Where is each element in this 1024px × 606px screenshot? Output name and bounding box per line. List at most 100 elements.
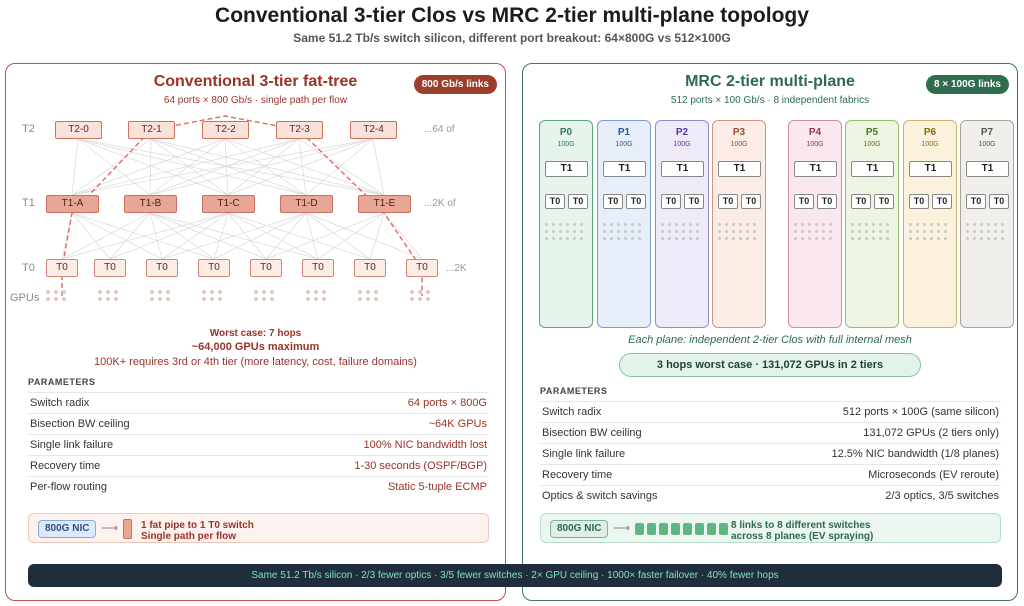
plane-speed: 100G [978,141,996,148]
param-row: Bisection BW ceiling 131,072 GPUs (2 tier… [540,422,1001,442]
fat-tree-links [61,115,423,296]
tier-label-t1: T1 [22,197,35,209]
tier2-link [149,138,152,196]
tier2-link [372,138,385,196]
tier2-link [77,138,151,196]
t1-switch: T1-B [124,195,177,213]
tier-label-gpus: GPUs [10,292,40,304]
tier2-link [149,138,300,196]
tier1-link [227,212,267,260]
plane-t0-switch: T0 [794,194,814,209]
param-value: 100% NIC bandwidth lost [363,439,487,451]
tier-label-t0: T0 [22,262,35,274]
tier1-link [149,212,163,260]
tier1-link [61,212,151,260]
tier2-link [77,138,385,196]
mrc-title: MRC 2-tier multi-plane [685,73,855,90]
plane-name: P4 [808,127,822,138]
nic-text-line: 8 links to 8 different switches [731,520,871,531]
param-row: Recovery time 1-30 seconds (OSPF/BGP) [28,455,489,475]
tier1-link [305,212,319,260]
gpu-group [254,290,280,302]
param-value: Static 5-tuple ECMP [387,481,487,493]
gpu-group [150,290,176,302]
plane-t1-switch: T1 [851,161,894,177]
nic-illustration: 800G NIC ⟶ 1 fat pipe to 1 T0 switch Sin… [28,513,489,543]
param-value: ~64K GPUs [428,418,487,430]
t0-switch: T0 [406,259,438,277]
worst-case-hops: Worst case: 7 hops [209,328,302,339]
tier1-link [213,212,307,260]
gpu-group [306,290,332,302]
nic-text-line: across 8 planes (EV spraying) [731,531,874,542]
plane-gpus [909,223,949,243]
plane-speed: 100G [615,141,633,148]
plane-speed: 100G [921,141,939,148]
plane-speed: 100G [673,141,691,148]
tier1-link [149,212,215,260]
param-key: Switch radix [30,397,90,409]
nic-chip: 800G NIC [38,520,97,538]
tier1-link [71,212,163,260]
tier1-link [213,212,229,260]
t2-switch: T2-2 [202,121,249,139]
plane-t0-switch: T0 [741,194,761,209]
plane-name: P5 [865,127,879,138]
tier2-link [71,138,226,196]
fat-pipe-link [123,519,132,539]
plane-gpus [603,223,643,243]
plane-t0-switch: T0 [874,194,894,209]
link-lane [659,523,668,535]
t0-switch: T0 [354,259,386,277]
plane-name: P3 [732,127,746,138]
link-lane [719,523,728,535]
plane-t0-switch: T0 [966,194,986,209]
tier1-link [317,212,385,260]
tier1-link [109,212,229,260]
t0-switch: T0 [46,259,78,277]
gpu-group [202,290,228,302]
page-subtitle: Same 51.2 Tb/s switch silicon, different… [293,31,731,45]
nic-chip: 800G NIC [550,520,609,538]
plane-t1-switch: T1 [794,161,837,177]
param-row: Single link failure 100% NIC bandwidth lo… [28,434,489,454]
param-row: Bisection BW ceiling ~64K GPUs [28,413,489,433]
tier2-link [150,138,385,196]
plane-gpus [545,223,585,243]
t2-switch: T2-3 [276,121,323,139]
param-row: Optics & switch savings 2/3 optics, 3/5 s… [540,485,1001,505]
t2-switch: T2-4 [350,121,397,139]
link-lane [647,523,656,535]
mrc-panel: MRC 2-tier multi-plane 512 ports × 100 G… [522,63,1018,601]
tier2-link [224,138,385,196]
plane-name: P7 [980,127,994,138]
nic-text-line: 1 fat pipe to 1 T0 switch [141,520,254,531]
arrow-right-icon: ⟶ [613,521,631,535]
param-value: 512 ports × 100G (same silicon) [842,406,999,418]
plane-t0-switch: T0 [718,194,738,209]
plane-t1-switch: T1 [545,161,588,177]
gpu-group [410,290,436,302]
gpu-group [98,290,124,302]
plane-card: P0 100G T1 T0 T0 [539,120,593,328]
tier1-link [161,212,229,260]
param-value: 1-30 seconds (OSPF/BGP) [354,460,487,472]
plane-t1-switch: T1 [909,161,952,177]
t1-switch: T1-A [46,195,99,213]
t1-switch: T1-D [280,195,333,213]
max-gpus: ~64,000 GPUs maximum [191,341,320,353]
plane-gpus [966,223,1006,243]
tier2-link [149,138,226,196]
link-speed-badge: 800 Gb/s links [413,75,497,94]
tier1-link [227,212,319,260]
hops-summary: 3 hops worst case · 131,072 GPUs in 2 ti… [619,353,921,377]
t0-switch: T0 [198,259,230,277]
plane-t1-switch: T1 [603,161,646,177]
plane-gpus [851,223,891,243]
plane-speed: 100G [730,141,748,148]
tier2-link [224,138,307,196]
tier2-link [71,138,300,196]
nic-description: 1 fat pipe to 1 T0 switch Single path pe… [141,520,254,542]
tier1-link [369,212,385,260]
param-row: Switch radix 512 ports × 100G (same silic… [540,401,1001,421]
